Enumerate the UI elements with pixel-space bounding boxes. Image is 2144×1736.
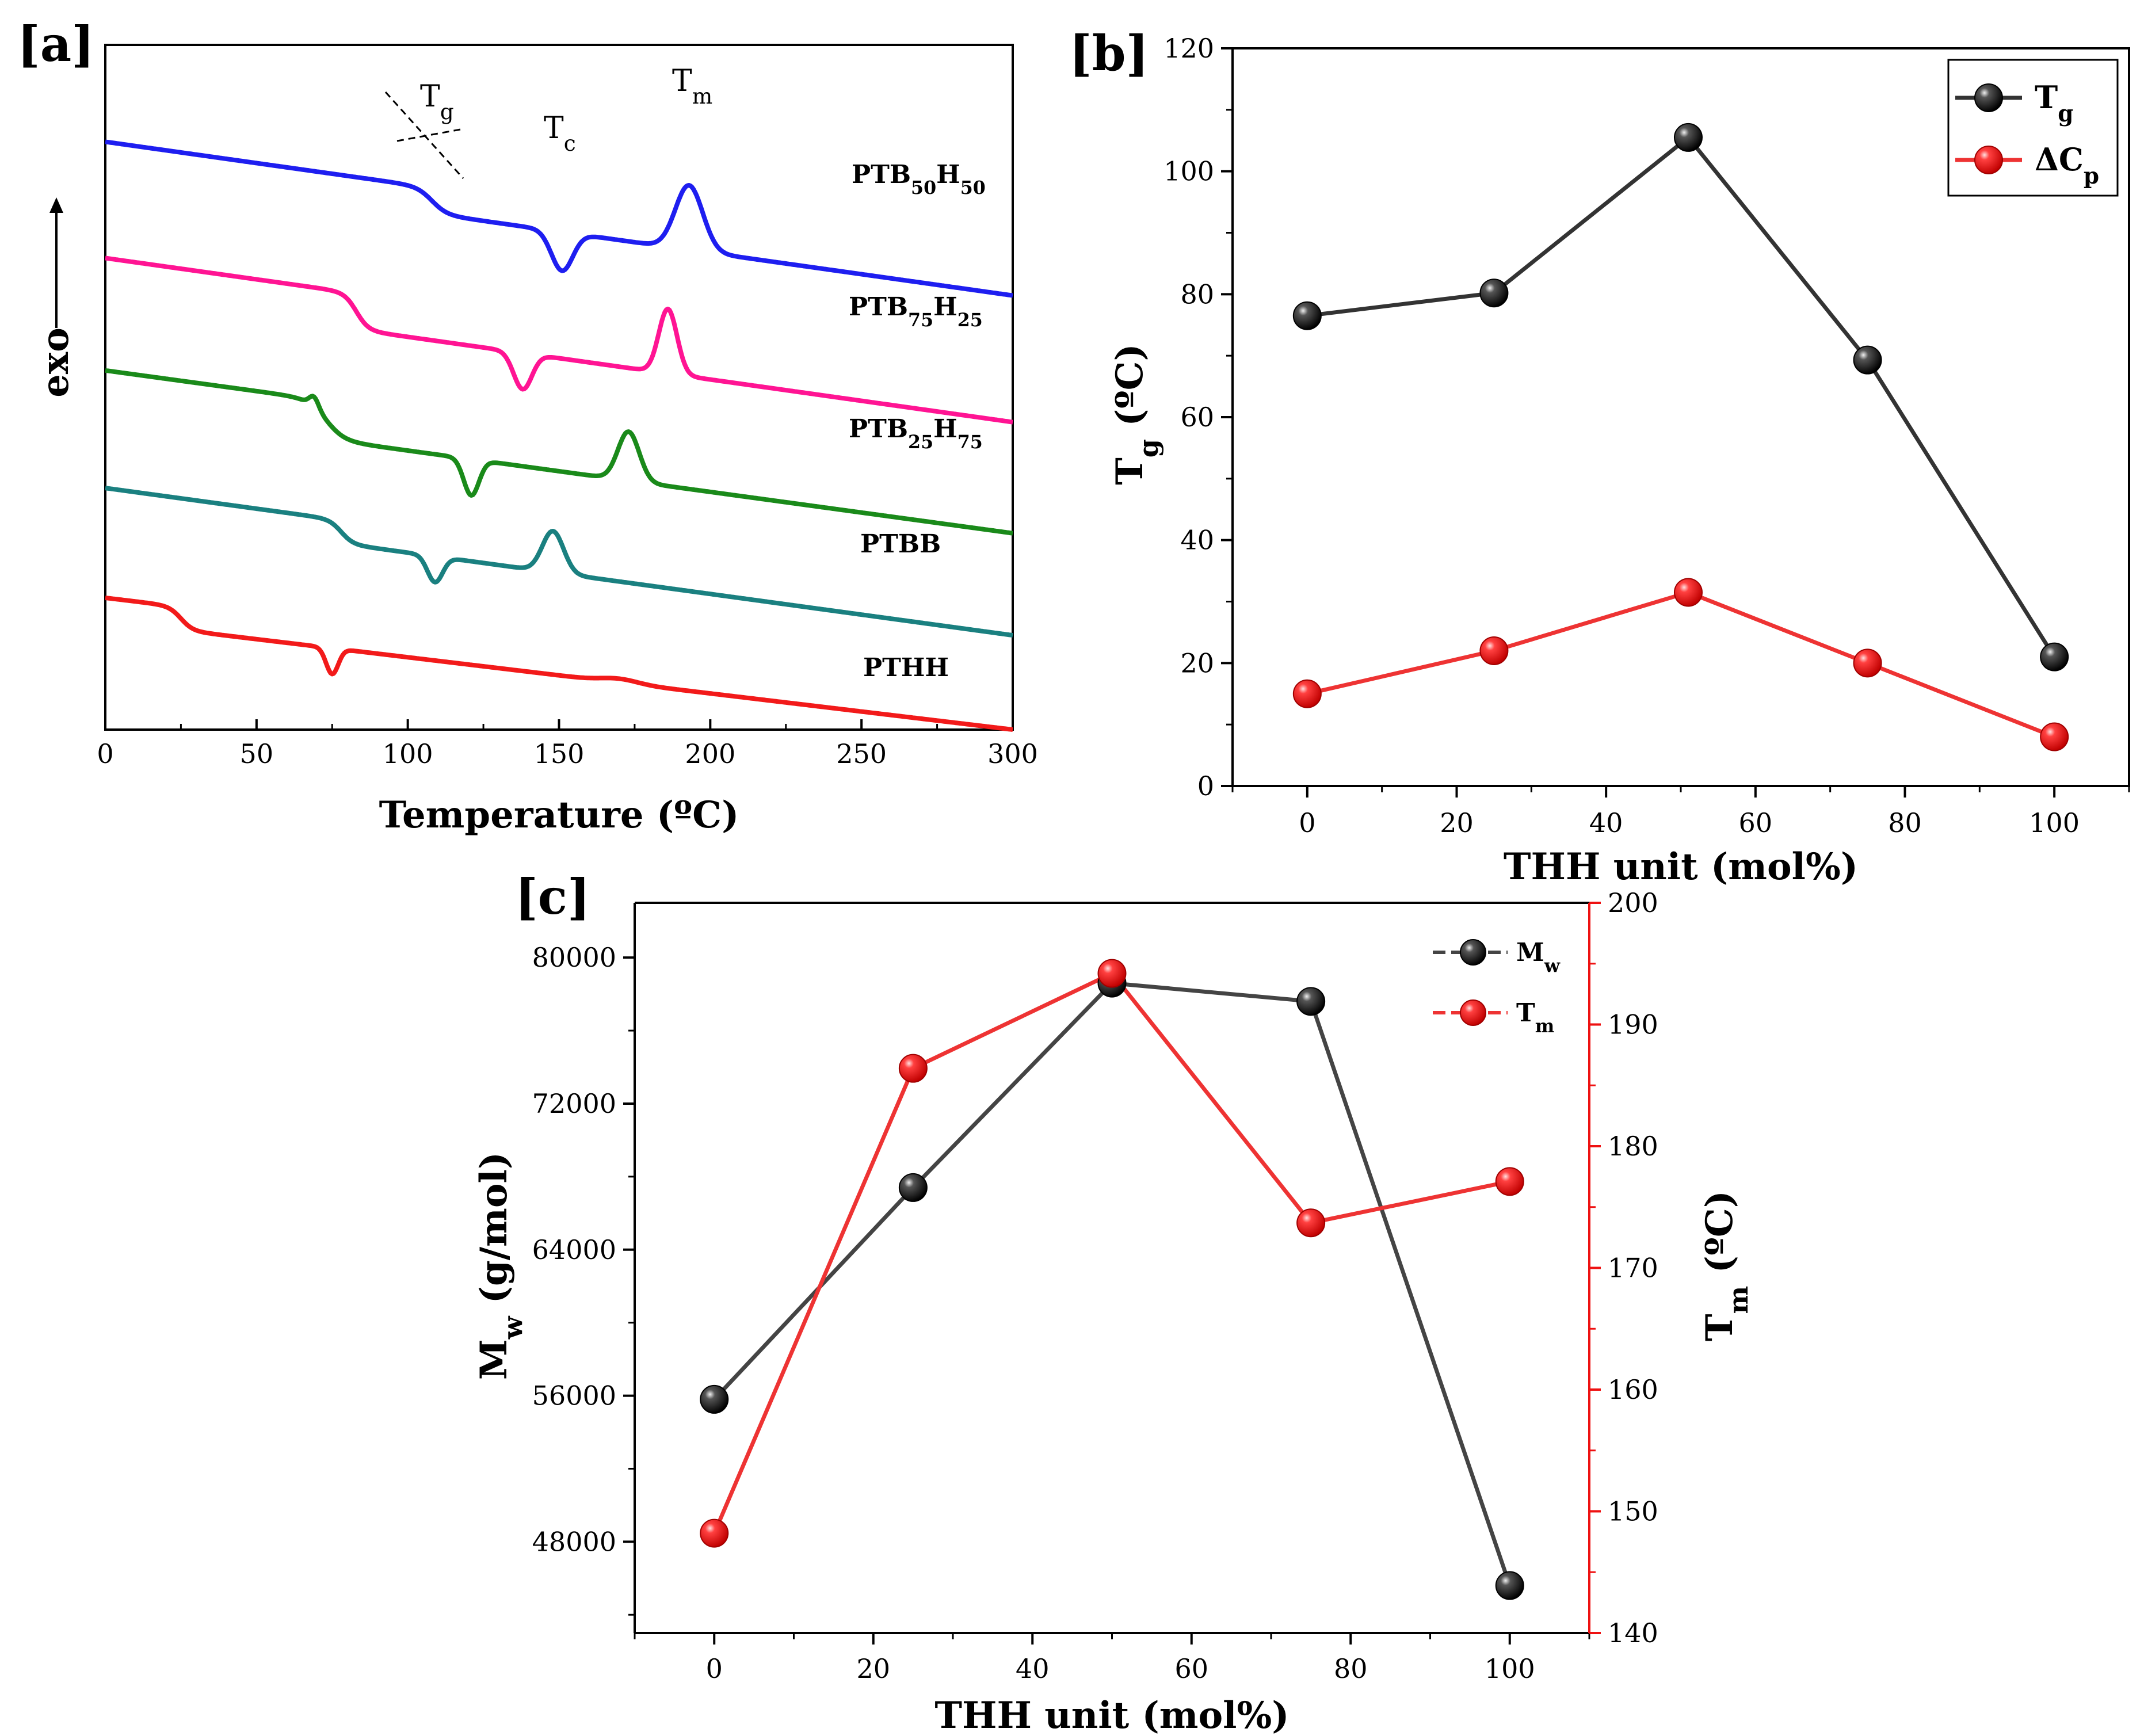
data-point-0-0 <box>700 1384 729 1414</box>
x-axis-label: THH unit (mol%) <box>1504 845 1858 888</box>
y-right-tick-label: 170 <box>1608 1253 1658 1284</box>
x-tick-label: 20 <box>856 1653 890 1684</box>
data-point-1-4 <box>2040 722 2069 751</box>
x-tick-label: 80 <box>1888 807 1922 838</box>
y-right-tick-label: 160 <box>1608 1374 1658 1405</box>
y-tick-label: 40 <box>1180 525 1214 556</box>
tg-annotation: Tg <box>420 79 454 124</box>
y-tick-label: 20 <box>1180 647 1214 678</box>
dsc-curve-ptb75h25 <box>104 255 1014 425</box>
y-left-tick-label: 80000 <box>532 942 616 973</box>
legend-box <box>1947 59 2119 197</box>
series-line-1 <box>712 971 1510 1534</box>
x-tick-label: 100 <box>2029 807 2080 838</box>
exo-arrow-head <box>49 197 63 213</box>
series-label-pthh: PTHH <box>863 653 949 682</box>
x-tick-label: 50 <box>240 738 274 769</box>
x-tick-label: 0 <box>1299 807 1315 838</box>
data-point-0-3 <box>1296 987 1326 1016</box>
y-axis-label: exo <box>34 327 77 398</box>
dsc-curve-ptb25h75 <box>104 368 1014 536</box>
y-tick-label: 100 <box>1163 156 1214 187</box>
data-point-0-0 <box>1292 301 1322 330</box>
x-tick-label: 0 <box>706 1653 723 1684</box>
y-axis-label: Tg (ºC) <box>1108 344 1164 485</box>
data-point-0-1 <box>898 1173 928 1202</box>
tm-annotation: Tm <box>672 64 712 109</box>
tc-annotation: Tc <box>544 111 576 156</box>
legend-marker-0 <box>1460 939 1486 966</box>
legend-label-1: ΔCp <box>2035 141 2099 189</box>
data-point-1-0 <box>700 1518 729 1548</box>
x-tick-label: 60 <box>1174 1653 1208 1684</box>
series-line-0 <box>1307 134 2057 658</box>
y-tick-label: 120 <box>1163 33 1214 64</box>
y-tick-label: 0 <box>1197 770 1214 802</box>
panel-b-tg-chart: 0 20 40 60 80 100 0 20 40 60 80 100 120 THH unit (mol… <box>1069 25 2130 888</box>
data-point-1-1 <box>1479 636 1509 665</box>
panel-a-dsc-thermograms: 0 50 100 150 200 250 300 Temperature (ºC) exo [a]… <box>17 16 1038 837</box>
x-tick-label: 20 <box>1440 807 1474 838</box>
data-point-1-0 <box>1292 679 1322 708</box>
x-tick-label: 300 <box>987 738 1038 769</box>
series-label-ptb50h50: PTB50H50 <box>852 160 986 199</box>
series-label-ptb75h25: PTB75H25 <box>849 292 983 331</box>
dsc-curve-pthh <box>104 596 1014 732</box>
legend-label-0: Mw <box>1516 938 1561 976</box>
series-label-ptb25h75: PTB25H75 <box>849 414 983 453</box>
panel-c-mw-tm-chart: 0 20 40 60 80 100 48000 56000 64000 72000 80000 140… <box>472 868 1754 1736</box>
data-point-0-4 <box>2040 642 2069 671</box>
legend-marker-1 <box>1974 146 2003 174</box>
y-right-tick-label: 180 <box>1608 1131 1658 1162</box>
legend-marker-0 <box>1974 83 2003 112</box>
series-line-0 <box>712 980 1512 1586</box>
y-left-axis-label: Mw (g/mol) <box>472 1152 528 1380</box>
y-tick-label: 60 <box>1180 402 1214 433</box>
y-right-tick-label: 190 <box>1608 1009 1658 1040</box>
panel-label: [a] <box>17 16 94 73</box>
y-left-tick-label: 56000 <box>532 1380 616 1411</box>
y-right-axis-label: Tm (ºC) <box>1698 1191 1754 1341</box>
y-tick-label: 80 <box>1180 278 1214 310</box>
data-point-1-3 <box>1296 1208 1326 1238</box>
y-right-tick-label: 200 <box>1608 887 1658 918</box>
x-tick-label: 100 <box>383 738 433 769</box>
x-tick-label: 80 <box>1334 1653 1368 1684</box>
series-line-1 <box>1307 590 2055 739</box>
x-tick-label: 250 <box>836 738 887 769</box>
x-tick-label: 40 <box>1016 1653 1050 1684</box>
y-left-tick-label: 64000 <box>532 1234 616 1265</box>
series-label-ptbb: PTBB <box>860 529 941 559</box>
data-point-0-3 <box>1853 345 1882 375</box>
data-point-1-4 <box>1495 1167 1524 1196</box>
x-tick-label: 0 <box>97 738 113 769</box>
data-point-1-2 <box>1097 959 1127 988</box>
x-tick-label: 200 <box>685 738 735 769</box>
data-point-1-2 <box>1673 578 1703 607</box>
data-point-0-1 <box>1479 278 1509 308</box>
x-tick-label: 150 <box>534 738 585 769</box>
dsc-curve-ptbb <box>104 486 1014 638</box>
y-right-tick-label: 150 <box>1608 1496 1658 1527</box>
dsc-curve-ptb50h50 <box>104 139 1014 298</box>
x-tick-label: 60 <box>1739 807 1773 838</box>
data-point-0-2 <box>1673 123 1703 152</box>
legend-label-0: Tg <box>2035 79 2073 127</box>
x-tick-label: 40 <box>1589 807 1623 838</box>
y-left-tick-label: 48000 <box>532 1526 616 1557</box>
x-axis-label: Temperature (ºC) <box>379 793 739 837</box>
legend-label-1: Tm <box>1516 998 1554 1037</box>
panel-label: [b] <box>1069 25 1149 82</box>
data-point-0-4 <box>1495 1571 1524 1600</box>
data-point-1-3 <box>1853 648 1882 678</box>
panel-label: [c] <box>515 868 590 925</box>
y-right-tick-label: 140 <box>1608 1617 1658 1649</box>
data-point-1-1 <box>898 1054 928 1083</box>
y-left-tick-label: 72000 <box>532 1088 616 1119</box>
x-tick-label: 100 <box>1485 1653 1535 1684</box>
legend-marker-1 <box>1460 999 1486 1026</box>
x-axis-label: THH unit (mol%) <box>934 1694 1289 1736</box>
